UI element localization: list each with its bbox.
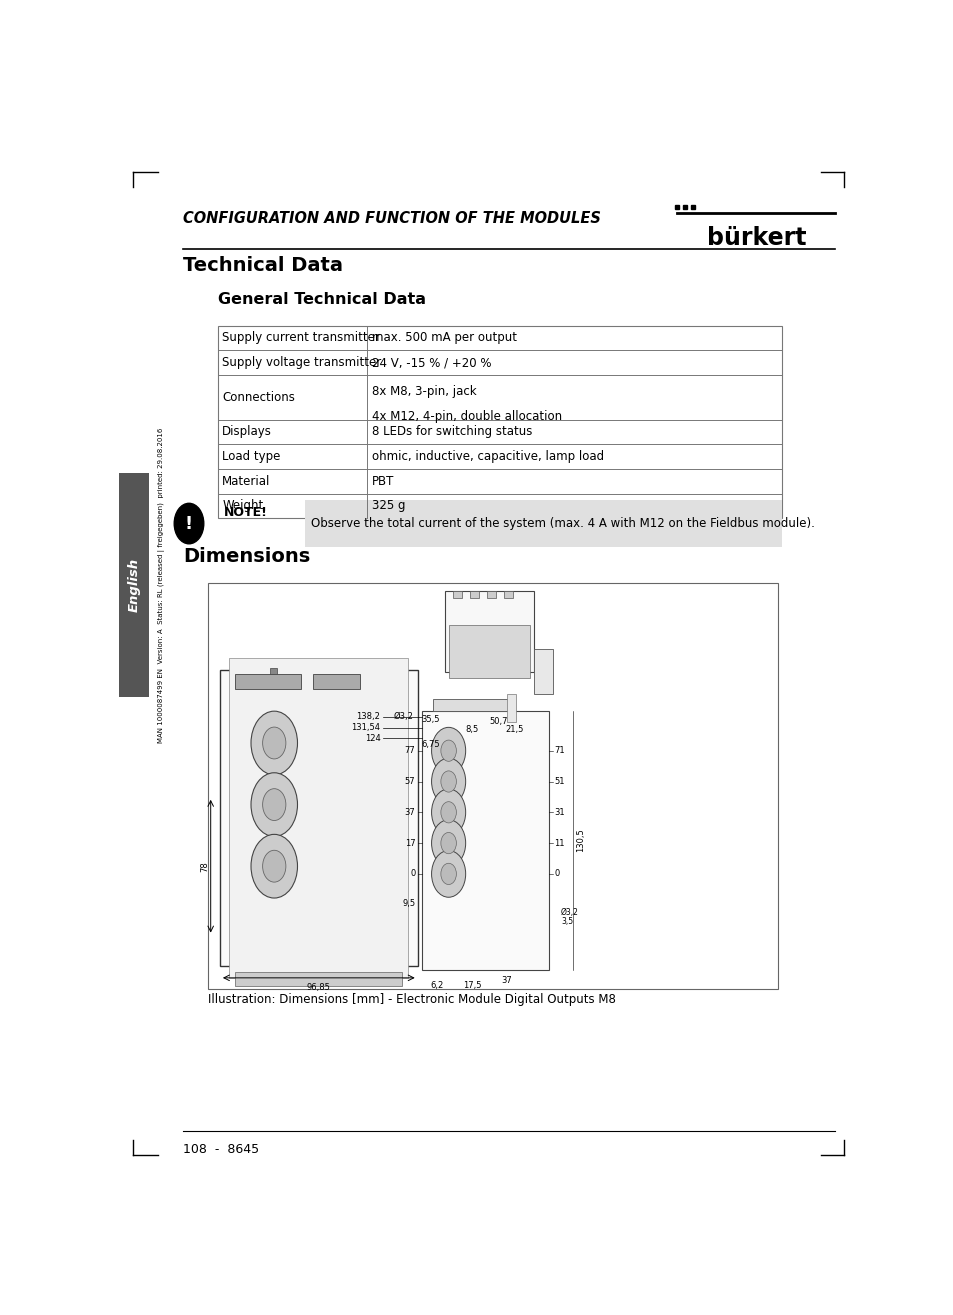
Text: Material: Material [222, 475, 271, 488]
Text: 50,7: 50,7 [489, 717, 508, 726]
Text: 3,5: 3,5 [560, 917, 573, 926]
Text: 57: 57 [404, 777, 415, 786]
Circle shape [431, 759, 465, 805]
Text: 21,5: 21,5 [505, 725, 523, 734]
Text: 4x M12, 4-pin, double allocation: 4x M12, 4-pin, double allocation [372, 409, 561, 422]
Text: Supply current transmitter: Supply current transmitter [222, 331, 380, 345]
Circle shape [262, 789, 286, 821]
Text: 71: 71 [554, 746, 564, 755]
Circle shape [440, 863, 456, 885]
Text: Supply voltage transmitter: Supply voltage transmitter [222, 356, 381, 370]
Circle shape [440, 771, 456, 792]
Text: max. 500 mA per output: max. 500 mA per output [372, 331, 517, 345]
Text: NOTE!: NOTE! [224, 506, 268, 519]
Text: 6,75: 6,75 [421, 740, 439, 750]
Text: Illustration: Dimensions [mm] - Electronic Module Digital Outputs M8: Illustration: Dimensions [mm] - Electron… [208, 993, 616, 1006]
Bar [235, 973, 402, 985]
Circle shape [440, 802, 456, 823]
Bar [534, 648, 553, 694]
Bar [217, 326, 781, 518]
Circle shape [174, 504, 204, 544]
Circle shape [251, 773, 297, 836]
Text: 9,5: 9,5 [402, 898, 415, 907]
Text: 35,5: 35,5 [421, 715, 439, 725]
Bar [229, 659, 408, 978]
Text: 77: 77 [404, 746, 415, 755]
Bar [235, 673, 301, 689]
Text: 11: 11 [554, 839, 564, 848]
Circle shape [431, 851, 465, 897]
Bar [433, 700, 510, 710]
Text: 6,2: 6,2 [430, 981, 443, 990]
Text: Ø3,2: Ø3,2 [394, 713, 414, 722]
Text: 24 V, -15 % / +20 %: 24 V, -15 % / +20 % [372, 356, 491, 370]
Text: 17,5: 17,5 [462, 981, 480, 990]
Bar [469, 590, 478, 598]
Text: 131,54: 131,54 [351, 723, 380, 732]
Text: Observe the total current of the system (max. 4 A with M12 on the Fieldbus modul: Observe the total current of the system … [311, 517, 815, 530]
Text: !: ! [185, 514, 193, 533]
Text: Displays: Displays [222, 426, 272, 438]
Text: bürkert: bürkert [706, 226, 805, 250]
Text: Weight: Weight [222, 500, 263, 513]
Text: English: English [128, 558, 140, 613]
Bar [452, 590, 461, 598]
Text: Dimensions: Dimensions [183, 547, 310, 565]
Text: MAN 1000087499 EN  Version: A  Status: RL (released | freigegeben)  printed: 29.: MAN 1000087499 EN Version: A Status: RL … [158, 427, 165, 743]
Bar [444, 590, 534, 672]
Text: 96,85: 96,85 [307, 984, 331, 993]
Text: CONFIGURATION AND FUNCTION OF THE MODULES: CONFIGURATION AND FUNCTION OF THE MODULE… [183, 210, 600, 226]
Text: ohmic, inductive, capacitive, lamp load: ohmic, inductive, capacitive, lamp load [372, 450, 603, 463]
Bar [506, 694, 516, 722]
Bar [220, 669, 417, 967]
Text: 138,2: 138,2 [356, 713, 380, 722]
Circle shape [431, 727, 465, 775]
Text: 78: 78 [200, 861, 209, 872]
Bar [421, 710, 549, 970]
Text: Ø3,2: Ø3,2 [560, 907, 578, 917]
Bar [448, 625, 530, 679]
Circle shape [440, 740, 456, 761]
Circle shape [251, 711, 297, 775]
Text: 37: 37 [404, 807, 415, 817]
Circle shape [431, 819, 465, 867]
Text: 17: 17 [404, 839, 415, 848]
Text: 31: 31 [554, 807, 564, 817]
Bar [503, 590, 513, 598]
Circle shape [440, 832, 456, 853]
Text: 8 LEDs for switching status: 8 LEDs for switching status [372, 426, 532, 438]
Text: 37: 37 [501, 976, 512, 985]
Bar [119, 473, 149, 697]
Text: 108  -  8645: 108 - 8645 [183, 1144, 258, 1156]
Bar [486, 590, 496, 598]
Text: Load type: Load type [222, 450, 280, 463]
Text: 0: 0 [554, 869, 558, 878]
Circle shape [262, 727, 286, 759]
Text: 130,5: 130,5 [576, 828, 584, 852]
Text: 8,5: 8,5 [465, 725, 478, 734]
Circle shape [262, 851, 286, 882]
Text: Technical Data: Technical Data [183, 256, 342, 275]
Text: 8x M8, 3-pin, jack: 8x M8, 3-pin, jack [372, 384, 476, 397]
Text: PBT: PBT [372, 475, 394, 488]
Text: 124: 124 [364, 734, 380, 743]
Circle shape [431, 789, 465, 835]
Text: 325 g: 325 g [372, 500, 405, 513]
Text: 51: 51 [554, 777, 564, 786]
Text: Connections: Connections [222, 391, 294, 404]
Text: General Technical Data: General Technical Data [217, 292, 425, 308]
Bar [208, 583, 778, 989]
Bar [305, 501, 781, 547]
Text: 0: 0 [410, 869, 415, 878]
Bar [270, 668, 276, 673]
Circle shape [251, 834, 297, 898]
Bar [313, 673, 359, 689]
